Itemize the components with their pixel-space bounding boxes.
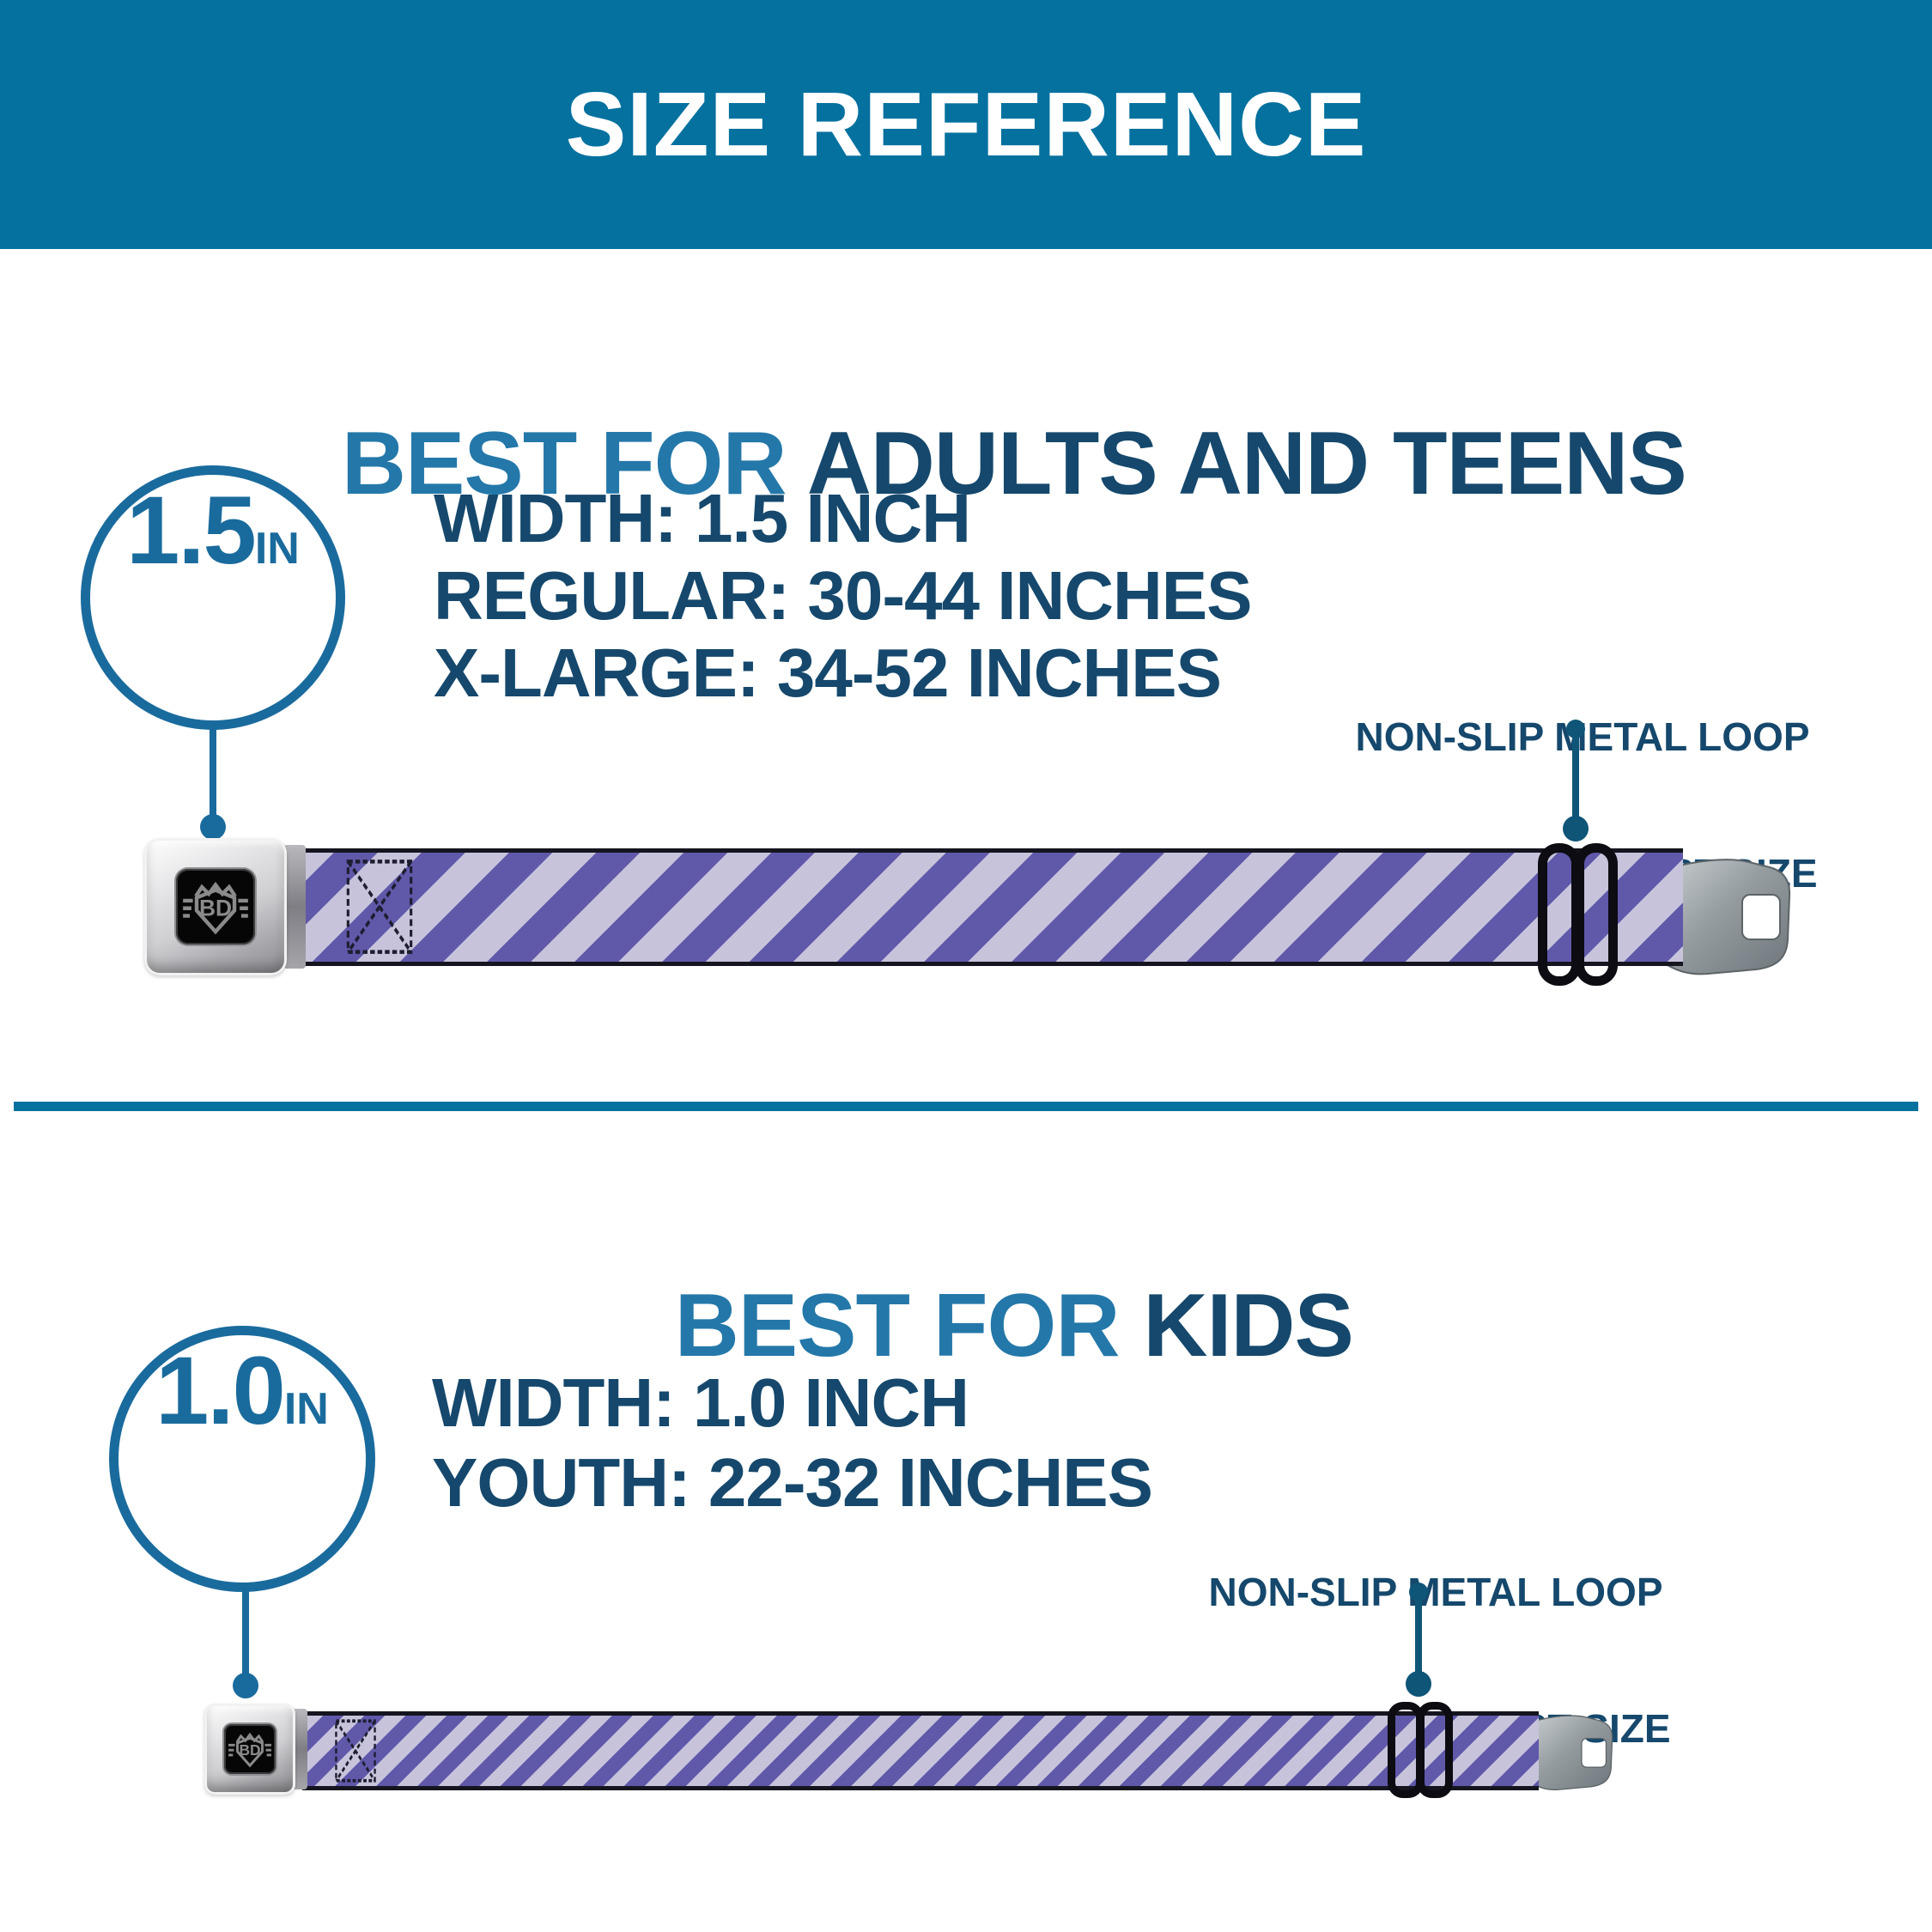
adults-width-badge: 1.5 IN — [81, 465, 345, 730]
adults-badge-unit: IN — [254, 524, 300, 574]
kids-heading-rest: KIDS — [1119, 1276, 1353, 1376]
kids-badge-stem-line — [242, 1589, 249, 1678]
kids-callout-line1: NON-SLIP METAL LOOP — [1208, 1570, 1663, 1614]
kids-buckle-window: BD — [224, 1724, 276, 1774]
adults-badge-stem-dot — [200, 814, 226, 840]
adults-adjuster-loop-right — [1575, 843, 1618, 986]
page-title: SIZE REFERENCE — [565, 74, 1367, 175]
adults-stitch-box — [346, 860, 413, 954]
adults-callout-pin-enddot — [1563, 816, 1589, 841]
kids-section-heading: BEST FOR KIDS — [0, 1173, 1932, 1479]
kids-width-badge: 1.0 IN — [109, 1326, 375, 1592]
kids-buckle-latch-strip — [292, 1709, 307, 1789]
kids-callout-pin-line — [1415, 1592, 1422, 1678]
kids-adjuster-loop-right — [1417, 1702, 1453, 1798]
kids-spec-youth: YOUTH: 22-32 INCHES — [432, 1444, 1153, 1521]
buckle-brand-logo-icon: BD — [228, 1732, 271, 1768]
kids-badge-value: 1.0 — [155, 1337, 286, 1444]
buckle-logo-text: BD — [239, 1741, 260, 1759]
header-banner: SIZE REFERENCE — [0, 0, 1932, 249]
adults-badge-value: 1.5 — [126, 477, 257, 584]
adults-spec-xlarge: X-LARGE: 34-52 INCHES — [434, 635, 1222, 711]
adults-heading-highlight: BEST FOR — [341, 414, 787, 513]
adults-heading-rest: ADULTS AND TEENS — [786, 414, 1687, 513]
adults-belt-webbing — [290, 848, 1683, 966]
kids-spec-width: WIDTH: 1.0 INCH — [432, 1364, 969, 1441]
adults-seatbelt-buckle: BD — [144, 838, 287, 975]
adults-callout-line1: NON-SLIP METAL LOOP — [1355, 714, 1810, 759]
adults-badge-stem-line — [210, 726, 216, 821]
kids-belt-webbing — [302, 1711, 1539, 1790]
adults-spec-regular: REGULAR: 30-44 INCHES — [434, 557, 1253, 634]
kids-seatbelt-buckle: BD — [204, 1704, 295, 1795]
adults-buckle-latch-strip — [283, 845, 306, 969]
kids-heading-highlight: BEST FOR — [674, 1276, 1121, 1376]
section-divider — [14, 1102, 1918, 1111]
adults-callout-pin-line — [1572, 730, 1579, 823]
adults-callout-pin-startdot — [1566, 720, 1585, 738]
kids-badge-unit: IN — [283, 1384, 329, 1434]
kids-stitch-box — [335, 1719, 376, 1783]
buckle-brand-logo-icon: BD — [183, 881, 248, 935]
buckle-logo-text: BD — [199, 896, 232, 921]
kids-callout-pin-enddot — [1406, 1671, 1431, 1697]
adults-buckle-window: BD — [176, 869, 255, 945]
adults-spec-width: WIDTH: 1.5 INCH — [434, 480, 971, 556]
adults-section-heading: BEST FOR ADULTS AND TEENS — [0, 311, 1932, 617]
kids-badge-stem-dot — [233, 1673, 258, 1698]
